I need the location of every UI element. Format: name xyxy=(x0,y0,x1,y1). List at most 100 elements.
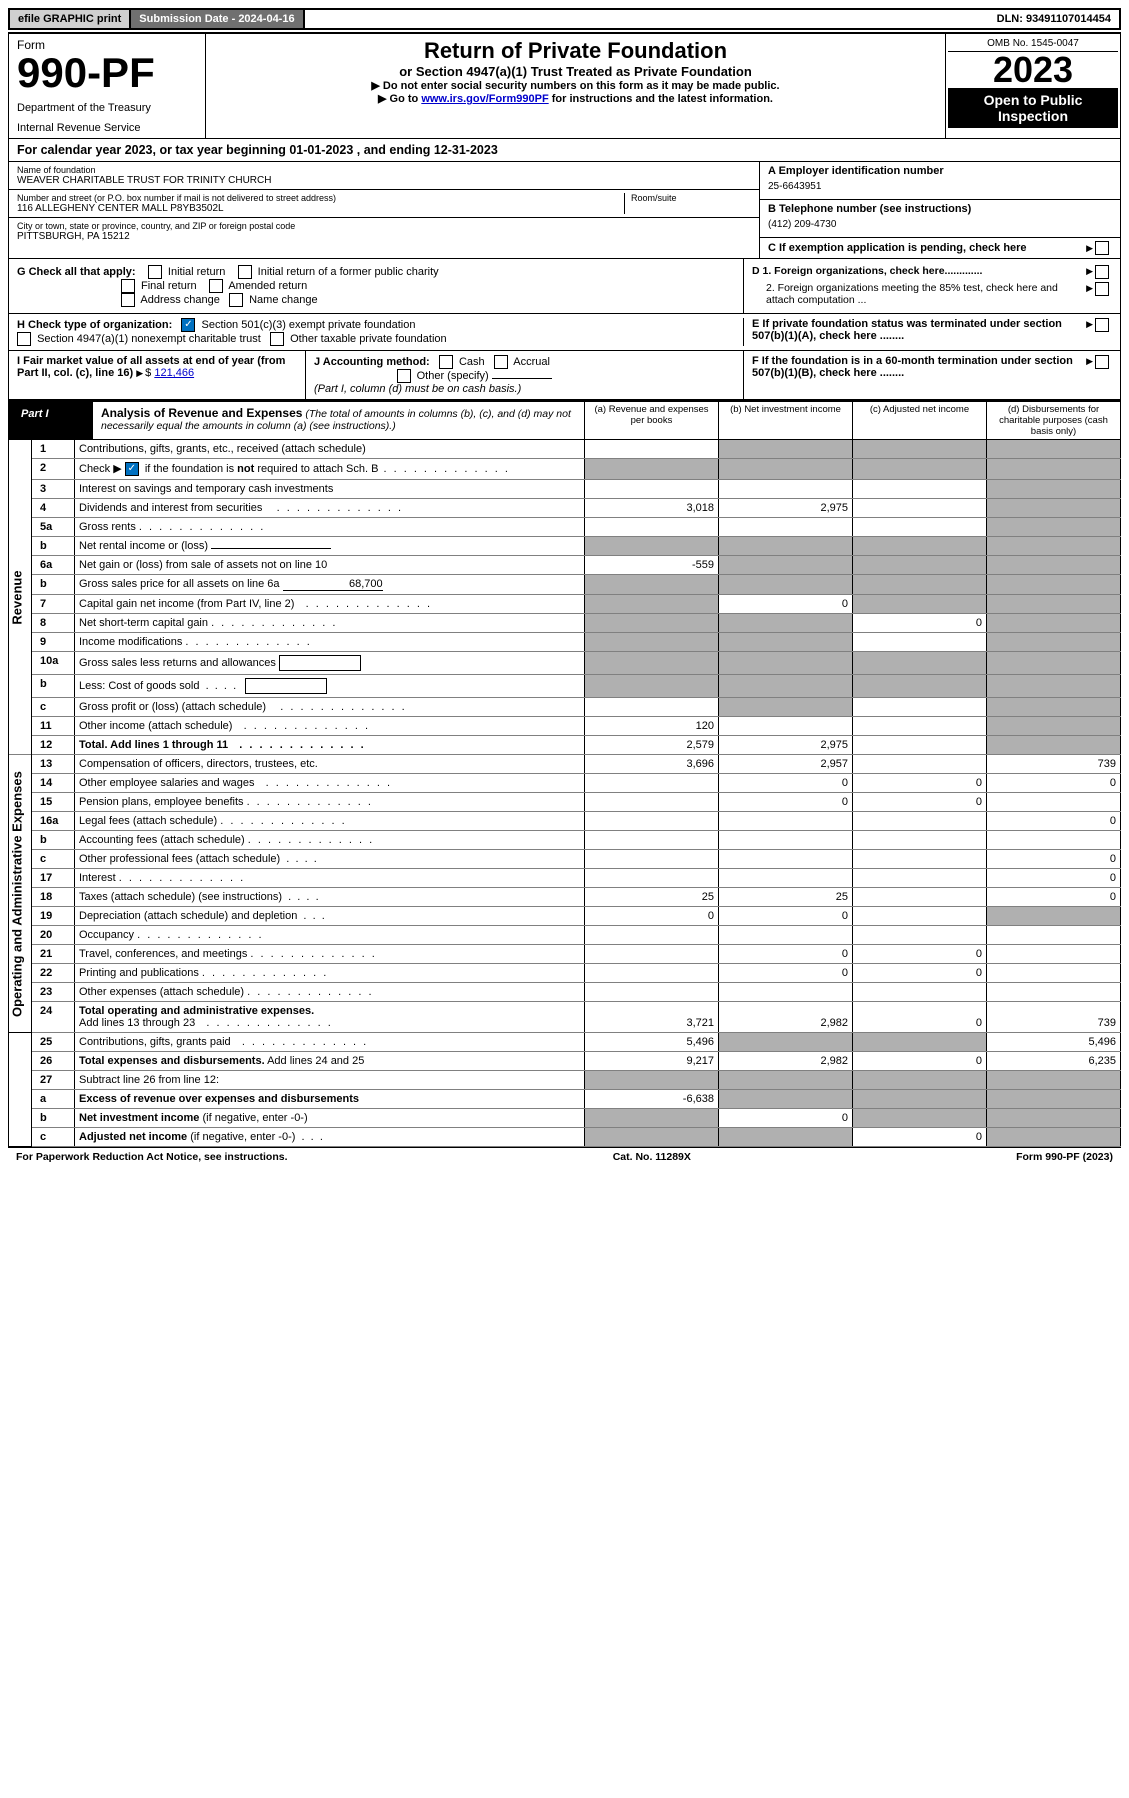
part-1-label: Part I xyxy=(9,402,93,439)
ein-cell: A Employer identification number 25-6643… xyxy=(760,162,1120,200)
checkbox-final-return[interactable] xyxy=(121,279,135,293)
table-row: 10aGross sales less returns and allowanc… xyxy=(9,652,1121,675)
table-row: bNet rental income or (loss) xyxy=(9,537,1121,556)
instruction-1: ▶ Do not enter social security numbers o… xyxy=(214,79,937,92)
checkbox-d1[interactable] xyxy=(1095,265,1109,279)
exemption-cell: C If exemption application is pending, c… xyxy=(760,238,1120,258)
form-header: Form 990-PF Department of the Treasury I… xyxy=(8,32,1121,139)
checkbox-name-change[interactable] xyxy=(229,293,243,307)
top-bar: efile GRAPHIC print Submission Date - 20… xyxy=(8,8,1121,30)
table-row: 14Other employee salaries and wages 000 xyxy=(9,774,1121,793)
tax-year: 2023 xyxy=(948,52,1118,88)
checkbox-accrual[interactable] xyxy=(494,355,508,369)
table-row: 6aNet gain or (loss) from sale of assets… xyxy=(9,556,1121,575)
checkbox-amended[interactable] xyxy=(209,279,223,293)
table-row: 23Other expenses (attach schedule) xyxy=(9,983,1121,1002)
table-row: 16aLegal fees (attach schedule) 0 xyxy=(9,812,1121,831)
page-footer: For Paperwork Reduction Act Notice, see … xyxy=(8,1147,1121,1166)
table-row: bGross sales price for all assets on lin… xyxy=(9,575,1121,595)
checkbox-address-change[interactable] xyxy=(121,293,135,307)
header-center: Return of Private Foundation or Section … xyxy=(206,34,945,138)
checkbox-501c3[interactable] xyxy=(181,318,195,332)
table-row: 21Travel, conferences, and meetings 00 xyxy=(9,945,1121,964)
table-row: cOther professional fees (attach schedul… xyxy=(9,850,1121,869)
checkbox-c[interactable] xyxy=(1095,241,1109,255)
footer-mid: Cat. No. 11289X xyxy=(613,1151,691,1163)
info-grid: Name of foundation WEAVER CHARITABLE TRU… xyxy=(8,162,1121,259)
form-title: Return of Private Foundation xyxy=(214,38,937,64)
checkbox-4947[interactable] xyxy=(17,332,31,346)
checkbox-f[interactable] xyxy=(1095,355,1109,369)
table-row: aExcess of revenue over expenses and dis… xyxy=(9,1090,1121,1109)
table-row: 27Subtract line 26 from line 12: xyxy=(9,1071,1121,1090)
table-row: 3Interest on savings and temporary cash … xyxy=(9,480,1121,499)
table-row: 5aGross rents xyxy=(9,518,1121,537)
checkbox-other[interactable] xyxy=(397,369,411,383)
table-row: 22Printing and publications 00 xyxy=(9,964,1121,983)
instruction-2: ▶ Go to www.irs.gov/Form990PF for instru… xyxy=(214,92,937,105)
part-1-header: Part I Analysis of Revenue and Expenses … xyxy=(8,400,1121,440)
arrow-icon xyxy=(1086,282,1095,306)
expenses-side-label: Operating and Administrative Expenses xyxy=(9,755,32,1033)
arrow-icon xyxy=(1086,243,1095,254)
checkbox-e[interactable] xyxy=(1095,318,1109,332)
table-row: 25Contributions, gifts, grants paid 5,49… xyxy=(9,1033,1121,1052)
arrow-icon xyxy=(1086,355,1095,395)
irs-link[interactable]: www.irs.gov/Form990PF xyxy=(421,93,548,105)
footer-left: For Paperwork Reduction Act Notice, see … xyxy=(16,1151,288,1163)
city-cell: City or town, state or province, country… xyxy=(9,218,759,245)
form-subtitle: or Section 4947(a)(1) Trust Treated as P… xyxy=(214,64,937,79)
info-left: Name of foundation WEAVER CHARITABLE TRU… xyxy=(9,162,759,258)
table-row: 4Dividends and interest from securities … xyxy=(9,499,1121,518)
table-row: Revenue 1Contributions, gifts, grants, e… xyxy=(9,440,1121,459)
telephone-cell: B Telephone number (see instructions) (4… xyxy=(760,200,1120,238)
submission-date: Submission Date - 2024-04-16 xyxy=(131,10,304,28)
irs-label: Internal Revenue Service xyxy=(17,122,197,134)
table-row: Operating and Administrative Expenses 13… xyxy=(9,755,1121,774)
section-ijf: I Fair market value of all assets at end… xyxy=(8,351,1121,400)
dln-number: DLN: 93491107014454 xyxy=(989,10,1119,28)
col-d-header: (d) Disbursements for charitable purpose… xyxy=(986,402,1120,439)
foundation-name-cell: Name of foundation WEAVER CHARITABLE TRU… xyxy=(9,162,759,190)
col-a-header: (a) Revenue and expenses per books xyxy=(584,402,718,439)
table-row: 12Total. Add lines 1 through 11 2,5792,9… xyxy=(9,736,1121,755)
table-row: 24Total operating and administrative exp… xyxy=(9,1002,1121,1033)
col-b-header: (b) Net investment income xyxy=(718,402,852,439)
arrow-icon xyxy=(1086,318,1095,346)
analysis-table: Revenue 1Contributions, gifts, grants, e… xyxy=(8,440,1121,1147)
table-row: cGross profit or (loss) (attach schedule… xyxy=(9,698,1121,717)
header-right: OMB No. 1545-0047 2023 Open to Public In… xyxy=(945,34,1120,138)
footer-right: Form 990-PF (2023) xyxy=(1016,1151,1113,1163)
table-row: 7Capital gain net income (from Part IV, … xyxy=(9,595,1121,614)
checkbox-schb[interactable] xyxy=(125,462,139,476)
table-row: cAdjusted net income (if negative, enter… xyxy=(9,1128,1121,1147)
calendar-year-row: For calendar year 2023, or tax year begi… xyxy=(8,139,1121,162)
table-row: 20Occupancy xyxy=(9,926,1121,945)
table-row: 9Income modifications xyxy=(9,633,1121,652)
arrow-icon xyxy=(136,367,145,379)
table-row: 17Interest 0 xyxy=(9,869,1121,888)
table-row: 26Total expenses and disbursements. Add … xyxy=(9,1052,1121,1071)
open-public: Open to Public Inspection xyxy=(948,88,1118,128)
revenue-side-label: Revenue xyxy=(9,440,32,755)
section-h: H Check type of organization: Section 50… xyxy=(8,314,1121,351)
checkbox-initial-return[interactable] xyxy=(148,265,162,279)
col-c-header: (c) Adjusted net income xyxy=(852,402,986,439)
department: Department of the Treasury xyxy=(17,102,197,114)
checkbox-initial-former[interactable] xyxy=(238,265,252,279)
checkbox-cash[interactable] xyxy=(439,355,453,369)
section-g: G Check all that apply: Initial return I… xyxy=(8,259,1121,314)
table-row: 15Pension plans, employee benefits 00 xyxy=(9,793,1121,812)
table-row: 11Other income (attach schedule) 120 xyxy=(9,717,1121,736)
arrow-icon xyxy=(1086,265,1095,279)
efile-print-button[interactable]: efile GRAPHIC print xyxy=(10,10,131,28)
checkbox-d2[interactable] xyxy=(1095,282,1109,296)
table-row: 18Taxes (attach schedule) (see instructi… xyxy=(9,888,1121,907)
checkbox-other-taxable[interactable] xyxy=(270,332,284,346)
form-number: 990-PF xyxy=(17,52,197,94)
fmv-link[interactable]: 121,466 xyxy=(154,367,194,379)
table-row: bAccounting fees (attach schedule) xyxy=(9,831,1121,850)
info-right: A Employer identification number 25-6643… xyxy=(759,162,1120,258)
table-row: bNet investment income (if negative, ent… xyxy=(9,1109,1121,1128)
table-row: 8Net short-term capital gain 0 xyxy=(9,614,1121,633)
